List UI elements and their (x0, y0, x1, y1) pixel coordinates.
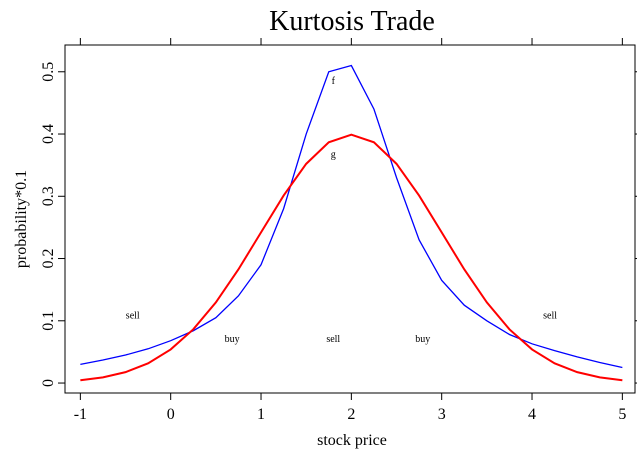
annotation: buy (415, 334, 430, 345)
x-tick-label: 5 (618, 406, 626, 423)
x-tick-label: 1 (257, 406, 265, 423)
annotation: sell (543, 310, 557, 321)
y-tick-label: 0.5 (40, 62, 57, 82)
x-tick-label: 0 (167, 406, 175, 423)
y-axis-label: probability*0.1 (13, 170, 30, 268)
y-tick-label: 0.1 (40, 311, 57, 331)
annotation: sell (326, 334, 340, 345)
y-tick-label: 0.2 (40, 249, 57, 269)
x-tick-label: 2 (347, 406, 355, 423)
annotation: f (332, 76, 336, 87)
annotation: buy (225, 334, 240, 345)
x-axis-label: stock price (317, 432, 387, 449)
line-series (80, 64, 623, 369)
x-tick-label: 4 (528, 406, 536, 423)
x-tick-label: 3 (438, 406, 446, 423)
line-series (80, 133, 623, 382)
plot-frame (64, 44, 636, 394)
y-tick-label: 0 (40, 379, 57, 387)
x-tick-label: -1 (74, 406, 87, 423)
annotation: sell (126, 310, 140, 321)
y-tick-label: 0.4 (40, 124, 57, 144)
y-tick-label: 0.3 (40, 186, 57, 206)
annotation: g (331, 150, 336, 161)
chart-title: Kurtosis Trade (269, 6, 435, 37)
